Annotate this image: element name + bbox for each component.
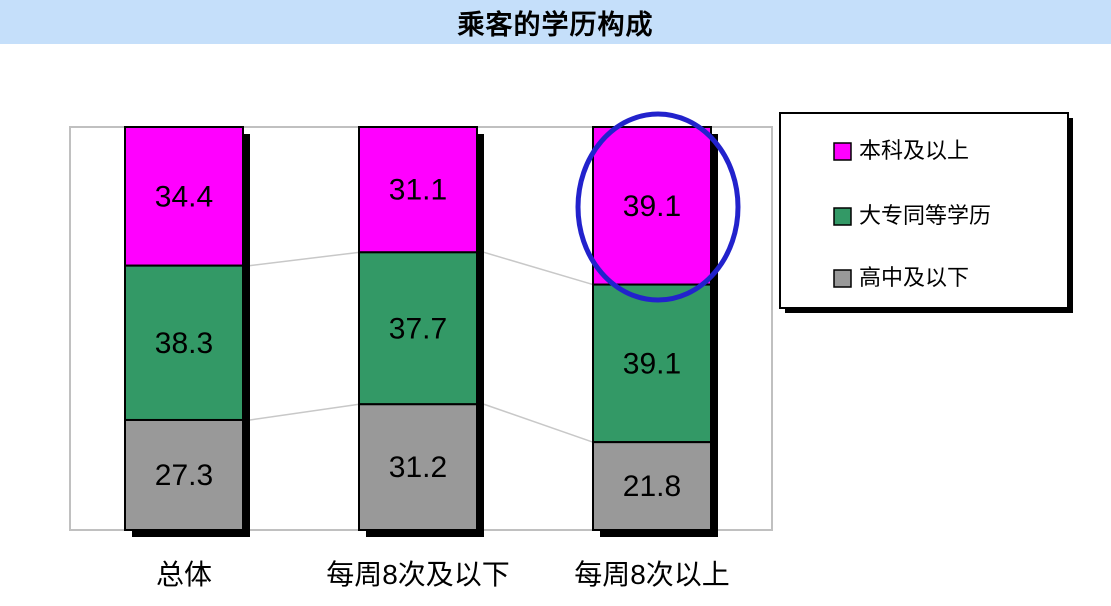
bar-segment-s0-c0 [124,126,244,267]
value-label: 34.4 [155,180,213,213]
legend-label-0: 本科及以上 [859,138,969,163]
bar-segment-s1-c1 [358,251,478,406]
bar-segment-s1-c0 [124,264,244,421]
legend-label-2: 高中及以下 [859,265,969,290]
annotation-ellipse [575,111,741,303]
chart-title: 乘客的学历构成 [457,9,654,40]
stacked-bar-chart: 34.4 38.3 27.3 总体 31.1 37.7 31.2 每周8次及以下 39.1 39.… [69,111,1073,590]
legend-swatch-2 [833,269,852,288]
series-connector-line [249,403,360,421]
legend-label-1: 大专同等学历 [859,203,991,228]
value-label: 21.8 [623,470,681,503]
legend-swatch-1 [833,207,852,226]
value-label: 38.3 [155,327,213,360]
value-label: 31.1 [389,174,447,207]
legend-box [779,112,1069,309]
value-label: 37.7 [389,312,447,345]
value-label: 39.1 [623,190,681,223]
value-label: 39.1 [623,347,681,380]
category-label: 每周8次以上 [574,559,730,590]
series-connector-line [249,251,360,267]
bar-segment-s2-c1 [358,403,478,532]
bar-segment-s2-c0 [124,418,244,531]
value-label: 27.3 [155,459,213,492]
bar-segment-s2-c2 [592,441,712,531]
bar-segment-s1-c2 [592,283,712,444]
category-label: 总体 [156,559,212,590]
bar-segment-s0-c1 [358,126,478,254]
series-connector-line [483,403,594,443]
category-label: 每周8次及以下 [326,559,510,590]
bar-segment-s0-c2 [592,126,712,286]
title-banner: 乘客的学历构成 [0,0,1111,44]
value-label: 31.2 [389,451,447,484]
series-connector-line [483,251,594,286]
legend-swatch-0 [833,142,852,161]
